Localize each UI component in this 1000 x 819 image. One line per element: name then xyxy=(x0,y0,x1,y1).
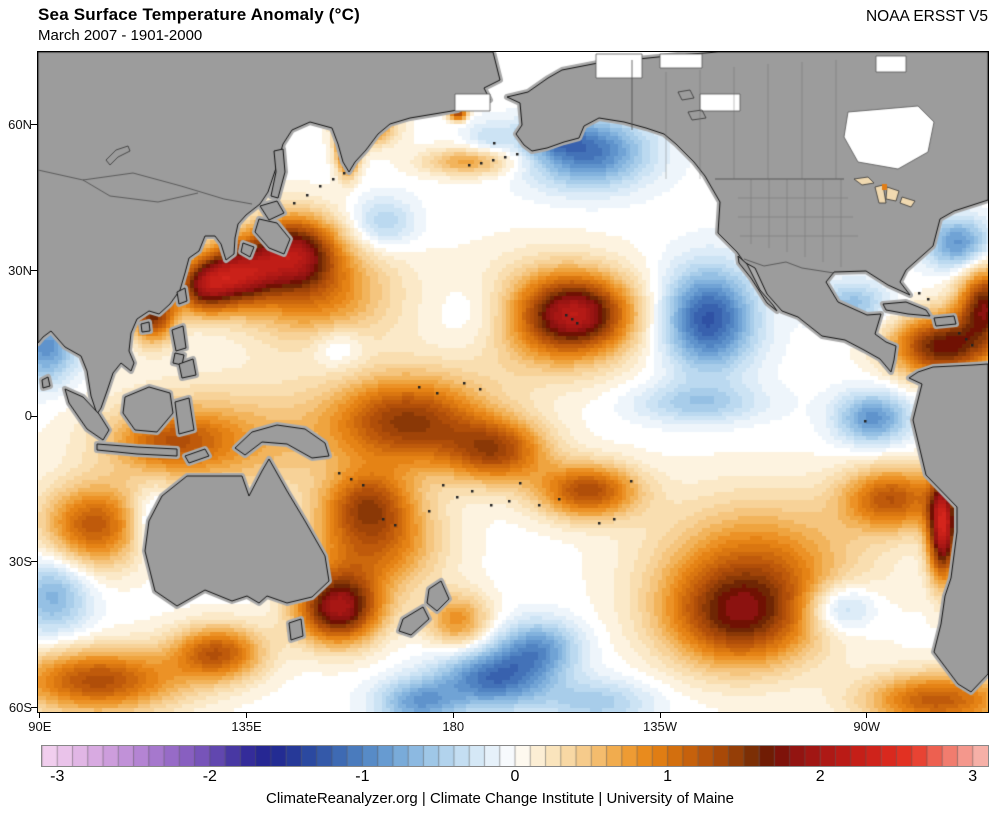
lon-tick-mark xyxy=(246,713,248,718)
lon-tick-mark xyxy=(39,713,41,718)
attribution-footer: ClimateReanalyzer.org | Climate Change I… xyxy=(266,790,734,807)
page-title: Sea Surface Temperature Anomaly (°C) xyxy=(38,5,360,24)
lat-tick-label: 30S xyxy=(8,553,32,569)
lon-tick-label: 135E xyxy=(231,719,262,734)
lat-tick-mark xyxy=(31,561,37,563)
colorbar-tick-label: 0 xyxy=(510,768,520,785)
colorbar xyxy=(41,745,989,767)
lon-tick-label: 180 xyxy=(442,719,465,734)
lat-tick-mark xyxy=(31,124,37,126)
lon-tick-mark xyxy=(659,713,661,718)
lat-tick-label: 60S xyxy=(8,699,32,715)
colorbar-canvas xyxy=(42,746,988,766)
dataset-source-label: NOAA ERSST V5 xyxy=(865,8,988,25)
colorbar-tick-label: -1 xyxy=(355,768,370,785)
colorbar-tick-label: 2 xyxy=(815,768,825,785)
lat-tick-mark xyxy=(31,415,37,417)
lat-tick-mark xyxy=(31,707,37,709)
lat-tick-label: 60N xyxy=(8,116,32,132)
colorbar-tick-label: 3 xyxy=(968,768,978,785)
lon-tick-label: 135W xyxy=(643,719,677,734)
lat-tick-label: 30N xyxy=(8,262,32,278)
colorbar-tick-label: -3 xyxy=(50,768,65,785)
period-subtitle: March 2007 - 1901-2000 xyxy=(38,27,203,44)
lon-tick-mark xyxy=(452,713,454,718)
colorbar-tick-label: 1 xyxy=(663,768,673,785)
lon-tick-mark xyxy=(866,713,868,718)
lat-tick-label: 0 xyxy=(24,408,32,424)
colorbar-tick-label: -2 xyxy=(202,768,217,785)
lon-tick-label: 90W xyxy=(853,719,881,734)
anomaly-map-canvas xyxy=(38,52,988,712)
anomaly-map xyxy=(37,51,989,713)
lon-tick-label: 90E xyxy=(28,719,52,734)
lat-tick-mark xyxy=(31,270,37,272)
